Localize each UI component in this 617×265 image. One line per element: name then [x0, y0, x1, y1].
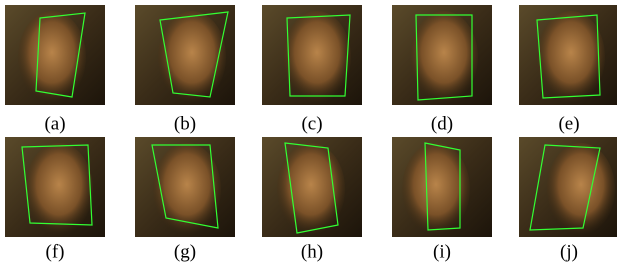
- page: {"figure": {"panels": [ {"label": "(a)"}…: [0, 0, 617, 265]
- panel-label: (b): [174, 113, 196, 134]
- panel: (i): [392, 137, 492, 262]
- panel: (c): [262, 5, 362, 134]
- panel-label: (g): [174, 241, 196, 262]
- figure: (a) (b) (c) (d) (e) (f) (g) (h) (i) (j): [0, 0, 617, 265]
- panel-label: (f): [46, 241, 65, 262]
- panel-label: (h): [301, 241, 323, 262]
- panel: (b): [135, 5, 235, 134]
- panel-label: (j): [560, 241, 578, 262]
- panel-label: (d): [431, 113, 453, 134]
- panel-label: (e): [558, 113, 579, 134]
- panel: (a): [5, 5, 105, 134]
- face-region: [18, 11, 86, 103]
- panel: (j): [519, 137, 617, 262]
- panel: (f): [5, 137, 105, 262]
- face-region: [158, 11, 226, 103]
- panel: (h): [262, 137, 362, 262]
- face-region: [547, 143, 615, 235]
- panel-label: (i): [433, 241, 451, 262]
- face-region: [25, 143, 93, 235]
- face-region: [410, 11, 478, 103]
- face-region: [283, 11, 351, 103]
- panel-label: (c): [301, 113, 322, 134]
- face-region: [537, 11, 605, 103]
- panel-label: (a): [44, 113, 65, 134]
- panel: (g): [135, 137, 235, 262]
- panel: (d): [392, 5, 492, 134]
- panel: (e): [519, 5, 617, 134]
